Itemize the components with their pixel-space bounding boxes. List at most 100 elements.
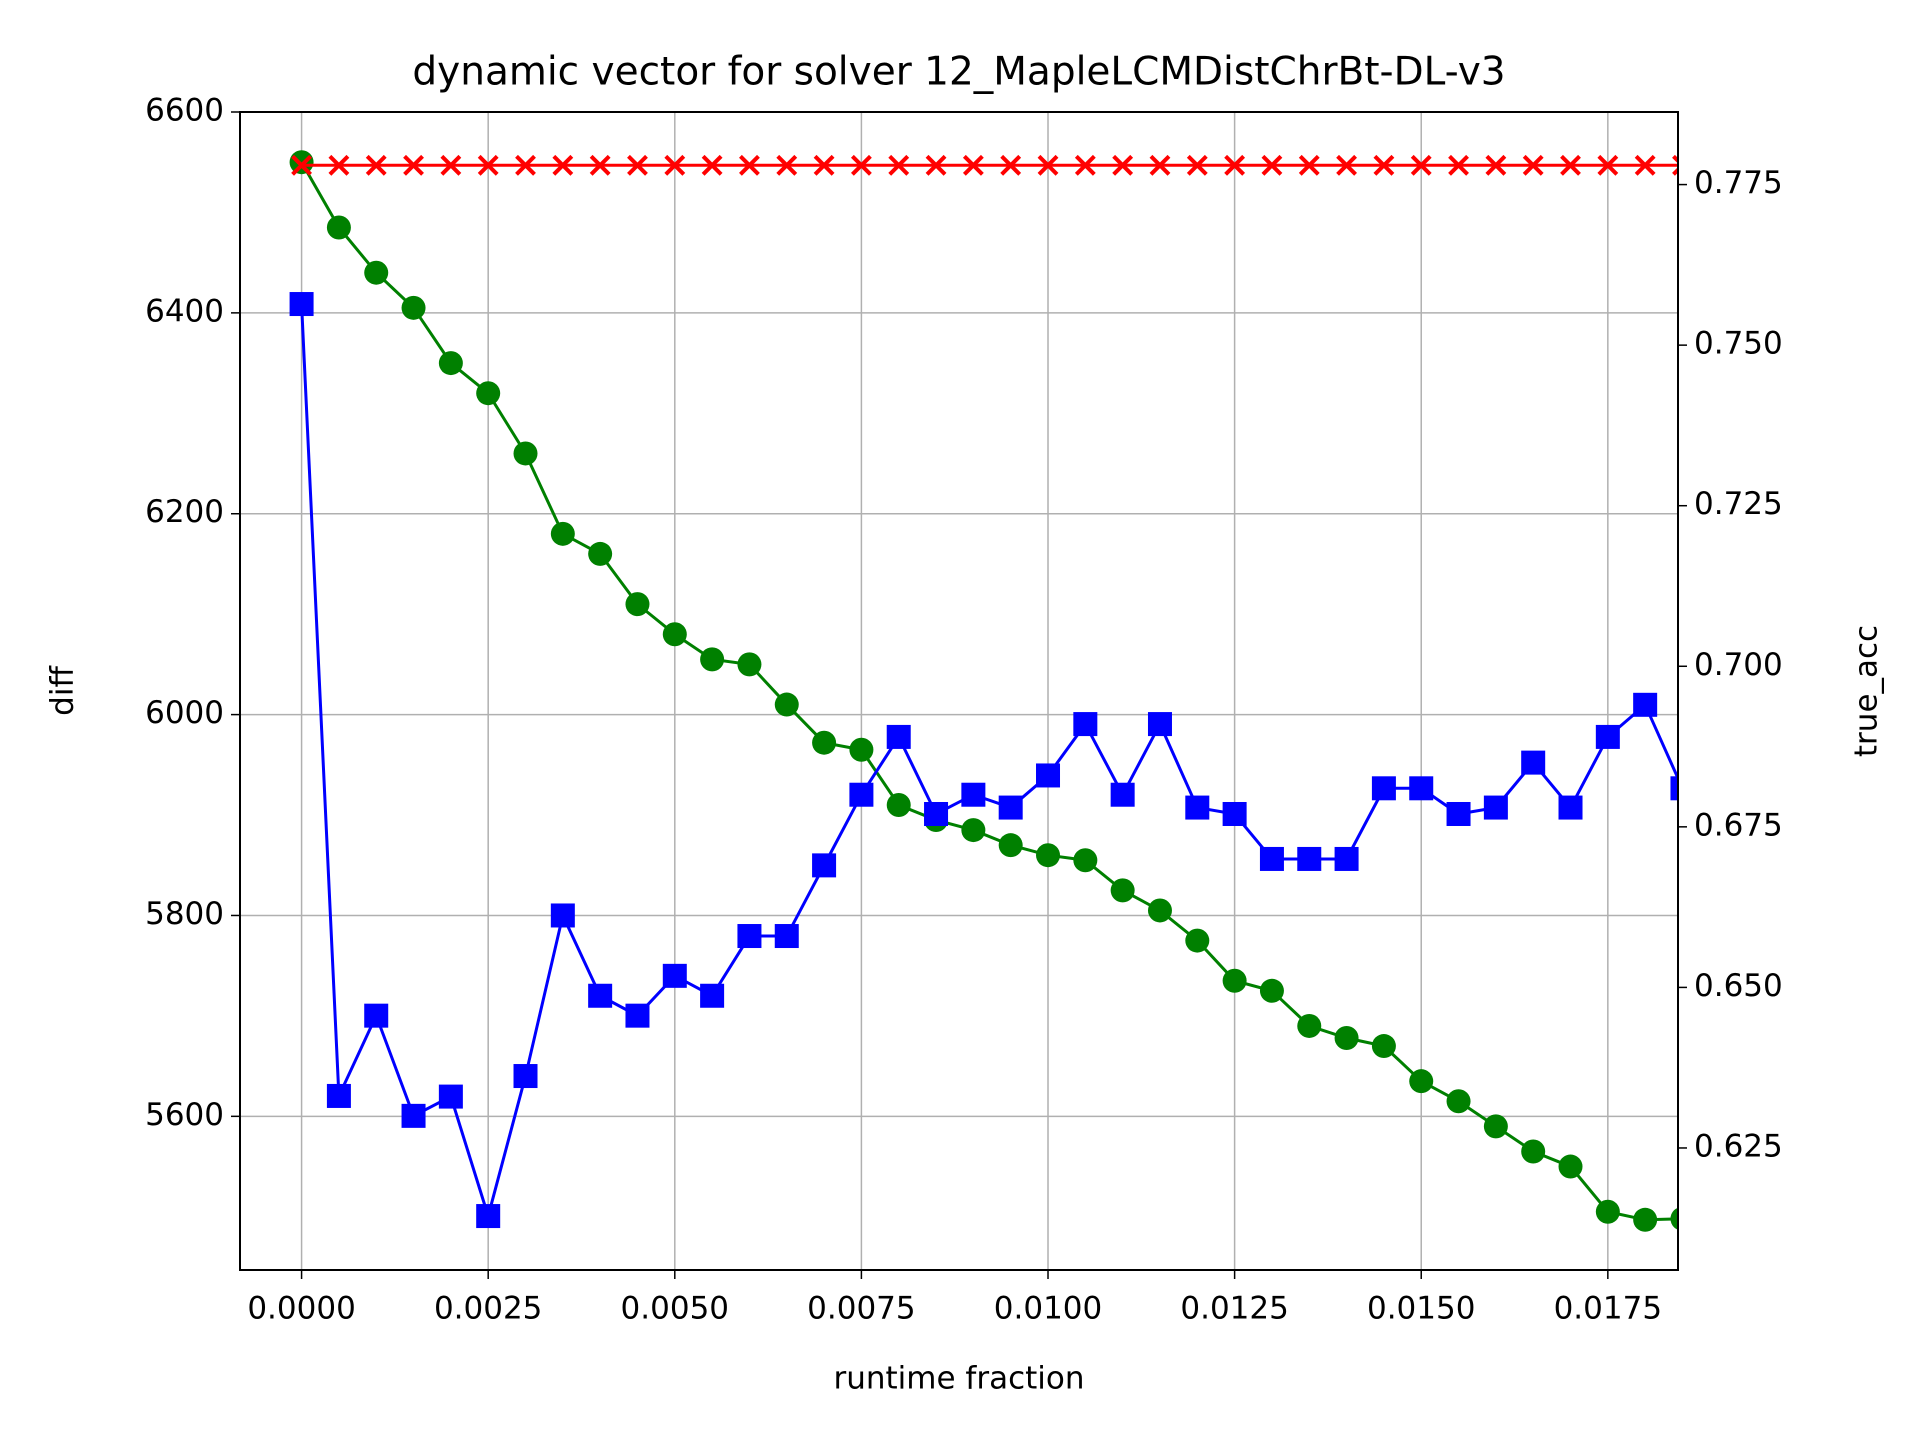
marker	[998, 833, 1023, 858]
marker	[1558, 1154, 1583, 1179]
marker	[438, 351, 463, 376]
marker	[998, 795, 1023, 820]
marker	[588, 541, 613, 566]
marker	[849, 737, 874, 762]
marker	[513, 441, 538, 466]
marker	[1595, 724, 1620, 749]
marker	[625, 592, 650, 617]
marker	[328, 154, 350, 176]
marker	[515, 154, 536, 176]
marker	[1409, 776, 1434, 801]
y-tick-label: 5800	[145, 896, 224, 932]
x-tick-label: 0.0075	[807, 1291, 915, 1327]
marker	[1259, 978, 1284, 1003]
y-tick-label: 6000	[145, 695, 224, 731]
marker	[401, 1103, 426, 1128]
x-axis-label: runtime fraction	[833, 1361, 1084, 1397]
marker	[886, 792, 911, 817]
marker	[774, 924, 799, 949]
marker	[700, 983, 725, 1008]
marker	[550, 903, 575, 928]
y2-tick-label: 0.750	[1694, 326, 1783, 362]
marker	[886, 724, 911, 749]
y2-tick-label: 0.625	[1694, 1128, 1783, 1164]
marker	[1485, 154, 1507, 176]
marker	[1446, 1089, 1471, 1114]
marker	[1558, 795, 1583, 820]
y-tick-label: 6600	[145, 93, 224, 129]
x-tick-label: 0.0025	[434, 1291, 542, 1327]
y2-tick-label: 0.700	[1694, 647, 1783, 683]
marker	[476, 1204, 501, 1229]
marker	[1446, 801, 1471, 826]
marker	[326, 215, 351, 240]
marker	[1147, 712, 1172, 737]
marker	[1371, 1034, 1396, 1059]
marker	[589, 154, 611, 176]
marker	[662, 963, 687, 988]
y-axis-label: diff	[45, 666, 81, 716]
marker	[438, 1084, 463, 1109]
marker	[1522, 154, 1544, 176]
marker	[662, 622, 687, 647]
marker	[1595, 1199, 1620, 1224]
marker	[1670, 1207, 1678, 1230]
marker	[1560, 154, 1581, 176]
marker	[1147, 898, 1172, 923]
marker	[1521, 750, 1546, 775]
marker	[1597, 154, 1619, 176]
marker	[1483, 795, 1508, 820]
marker	[962, 154, 984, 176]
marker	[1073, 848, 1098, 873]
marker	[813, 154, 835, 176]
x-tick-label: 0.0125	[1180, 1291, 1288, 1327]
marker	[1036, 843, 1061, 868]
marker	[1409, 1069, 1434, 1094]
marker	[961, 818, 986, 843]
marker	[1521, 1139, 1546, 1164]
marker	[1186, 154, 1208, 176]
marker	[291, 154, 312, 176]
marker	[1634, 154, 1656, 176]
y-tick-label: 6400	[145, 293, 224, 329]
marker	[1336, 154, 1357, 176]
marker	[664, 154, 686, 176]
marker	[627, 154, 648, 176]
marker	[961, 782, 986, 807]
chart-title: dynamic vector for solver 12_MapleLCMDis…	[412, 50, 1505, 95]
marker	[364, 1003, 389, 1028]
x-tick-label: 0.0100	[994, 1291, 1102, 1327]
marker	[776, 154, 798, 176]
x-tick-label: 0.0000	[247, 1291, 355, 1327]
marker	[1110, 782, 1135, 807]
marker	[1261, 154, 1283, 176]
marker	[1149, 154, 1171, 176]
axes-frame	[239, 111, 1679, 1271]
marker	[701, 154, 723, 176]
marker	[850, 154, 872, 176]
marker	[1334, 846, 1359, 871]
marker	[1073, 712, 1098, 737]
marker	[1448, 154, 1469, 176]
marker	[1297, 846, 1322, 871]
marker	[1112, 154, 1134, 176]
marker	[401, 295, 426, 320]
marker	[888, 154, 910, 176]
marker	[1373, 154, 1395, 176]
marker	[289, 150, 314, 175]
marker	[1037, 154, 1059, 176]
marker	[403, 154, 424, 176]
marker	[1334, 1025, 1359, 1050]
marker	[1670, 776, 1678, 801]
y-tick-label: 6200	[145, 494, 224, 530]
marker	[1074, 154, 1096, 176]
marker	[289, 292, 314, 317]
marker	[1410, 154, 1432, 176]
marker	[1672, 154, 1678, 176]
marker	[513, 1064, 538, 1089]
marker	[1297, 1013, 1322, 1038]
marker	[550, 521, 575, 546]
